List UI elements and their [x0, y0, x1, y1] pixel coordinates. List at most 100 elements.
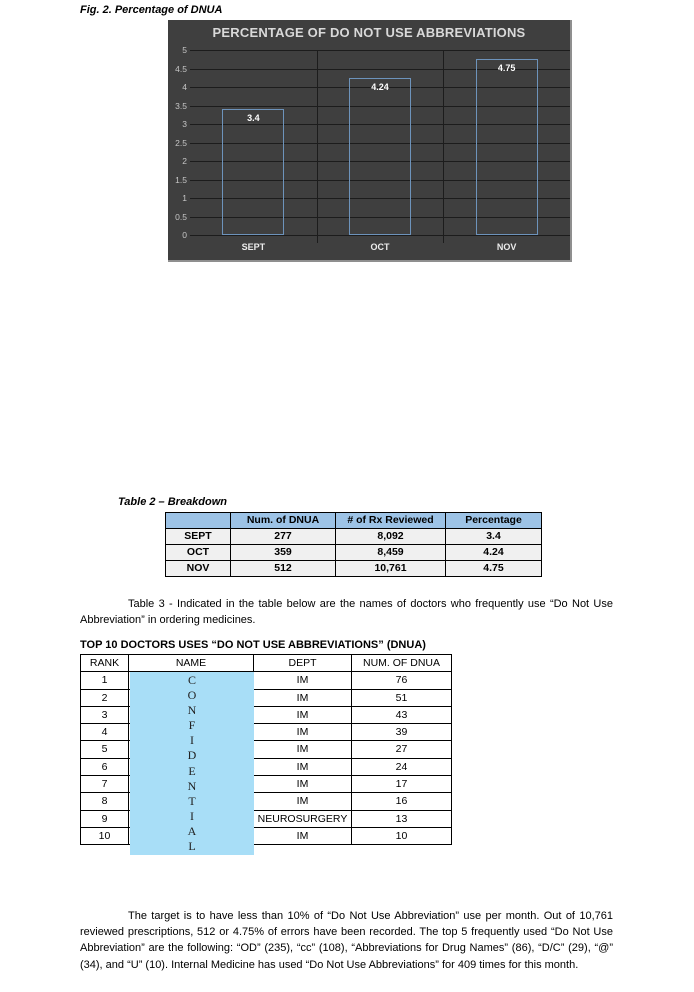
category-separator-line [316, 50, 318, 243]
bar-data-label: 3.4 [247, 113, 260, 124]
column-header: NAME [128, 653, 254, 673]
num-dnua-cell: 10 [351, 826, 452, 846]
dept-cell: IM [253, 757, 352, 777]
table-cell: OCT [165, 544, 231, 561]
chart-gridline [190, 179, 570, 181]
y-axis-tick-label: 1.5 [175, 174, 187, 185]
chart-title: PERCENTAGE OF DO NOT USE ABBREVIATIONS [212, 25, 526, 40]
rank-cell: 7 [80, 775, 129, 794]
table-cell: 277 [230, 528, 336, 545]
chart-gridline [190, 216, 570, 218]
chart-gridline [190, 161, 570, 162]
overlay-letter: L [188, 839, 196, 854]
num-dnua-cell: 27 [351, 740, 452, 759]
overlay-letter: N [187, 703, 197, 718]
overlay-letter: E [188, 763, 196, 778]
num-dnua-cell: 76 [351, 671, 452, 690]
column-header: RANK [80, 653, 129, 673]
table-row: SEPT 277 8,092 3.4 [165, 528, 542, 545]
rank-cell: 3 [80, 705, 129, 725]
overlay-letter: C [187, 673, 196, 687]
table2-caption: Table 2 – Breakdown [118, 496, 228, 508]
column-header: NUM. OF DNUA [351, 653, 452, 673]
overlay-letter: F [188, 718, 196, 733]
top10-doctors-table: RANK NAME DEPT NUM. OF DNUA 1 IM 76 2 IM 51 3 IM 43… [80, 653, 452, 846]
top10-heading: TOP 10 DOCTORS USES “DO NOT USE ABBREVIA… [80, 639, 426, 651]
dept-cell: IM [253, 740, 352, 759]
y-axis-tick-label: 4.5 [175, 63, 187, 74]
num-dnua-cell: 24 [351, 757, 452, 777]
dept-cell: IM [253, 775, 352, 794]
chart-gridline [190, 124, 570, 125]
y-axis-tick-label: 0.5 [175, 211, 187, 222]
column-header: DEPT [253, 653, 352, 673]
column-header: Num. of DNUA [230, 512, 336, 529]
table-cell: 8,459 [335, 544, 446, 561]
overlay-letter: N [187, 778, 197, 793]
x-axis-label: NOV [496, 242, 517, 252]
category-separator-line [443, 50, 445, 243]
breakdown-table-body: SEPT 277 8,092 3.4 OCT 359 8,459 4.24 NOV 512 10,7… [165, 528, 542, 577]
rank-cell: 5 [80, 740, 129, 759]
chart-gridline [190, 235, 570, 236]
breakdown-table: Num. of DNUA # of Rx Reviewed Percentage S… [165, 512, 542, 577]
x-axis-label: OCT [370, 242, 390, 252]
y-axis-tick-label: 1 [182, 193, 187, 203]
chart-gridline [190, 142, 570, 144]
chart-gridline [190, 50, 570, 51]
bar-data-label: 4.24 [371, 82, 389, 93]
figure-caption: Fig. 2. Percentage of DNUA [80, 4, 223, 16]
num-dnua-cell: 16 [351, 792, 452, 811]
overlay-letter: I [190, 808, 194, 823]
overlay-letter: T [188, 793, 196, 808]
table-row: NOV 512 10,761 4.75 [165, 560, 542, 577]
table-cell: NOV [165, 560, 231, 577]
column-header: # of Rx Reviewed [335, 512, 446, 529]
rank-cell: 10 [80, 826, 129, 846]
num-dnua-cell: 17 [351, 775, 452, 794]
dept-cell: IM [253, 688, 352, 707]
table-header-row: Num. of DNUA # of Rx Reviewed Percentage [165, 512, 542, 529]
dept-cell: IM [253, 723, 352, 742]
top10-table-head: RANK NAME DEPT NUM. OF DNUA [80, 653, 452, 673]
num-dnua-cell: 51 [351, 688, 452, 707]
rank-cell: 6 [80, 757, 129, 777]
dept-cell: NEUROSURGERY [253, 809, 352, 828]
rank-cell: 9 [80, 809, 129, 828]
table-cell: 3.4 [445, 528, 542, 545]
bar-oct: 4.24 [349, 78, 411, 235]
column-header: Percentage [445, 512, 542, 529]
dept-cell: IM [253, 826, 352, 846]
num-dnua-cell: 43 [351, 705, 452, 725]
table-cell: 4.75 [445, 560, 542, 577]
rank-cell: 1 [80, 671, 129, 690]
table-cell: 4.24 [445, 544, 542, 561]
overlay-letter: D [187, 748, 197, 763]
column-header [165, 512, 231, 529]
breakdown-table-head: Num. of DNUA # of Rx Reviewed Percentage [165, 512, 542, 529]
x-axis-label: SEPT [241, 242, 266, 252]
table-cell: 8,092 [335, 528, 446, 545]
table-cell: 512 [230, 560, 336, 577]
chart-gridline [190, 105, 570, 107]
num-dnua-cell: 39 [351, 723, 452, 742]
bar-sept: 3.4 [222, 109, 285, 235]
bar-nov: 4.75 [475, 59, 538, 235]
overlay-letter: I [190, 733, 194, 748]
summary-paragraph: The target is to have less than 10% of “… [80, 910, 613, 971]
y-axis-tick-label: 0 [182, 230, 187, 240]
chart-gridline [190, 87, 570, 88]
dept-cell: IM [253, 792, 352, 811]
y-axis-tick-label: 2 [182, 156, 187, 166]
y-axis-tick-label: 5 [182, 45, 187, 55]
y-axis-tick-label: 4 [182, 82, 187, 92]
table-cell: 10,761 [335, 560, 446, 577]
num-dnua-cell: 13 [351, 809, 452, 828]
dept-cell: IM [253, 671, 352, 690]
bar-data-label: 4.75 [497, 63, 516, 74]
y-axis-tick-label: 2.5 [175, 137, 187, 148]
chart-plot-area: 5 4.5 4 3.5 3 2.5 2 1.5 1 0.5 0 3.4 SEPT 4.24 OCT 4.75 N… [175, 45, 570, 252]
overlay-letter: O [187, 688, 197, 703]
